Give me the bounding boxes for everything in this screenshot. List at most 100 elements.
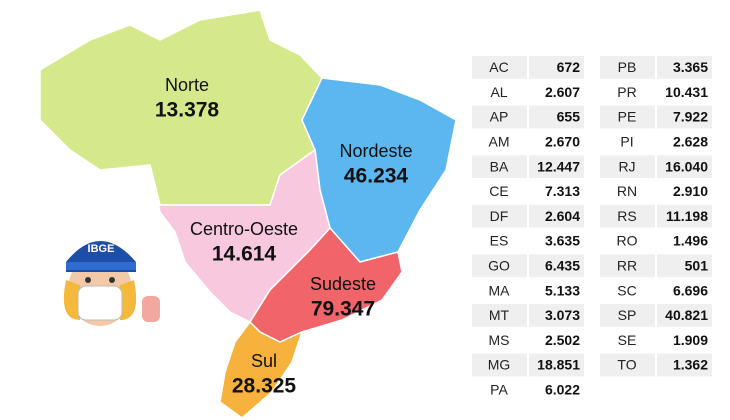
state-cell — [600, 180, 655, 203]
region-name: Sul — [251, 351, 277, 371]
value-cell — [657, 304, 712, 327]
state-cell — [472, 130, 527, 154]
state-cell — [600, 155, 655, 178]
state-code: SP — [618, 307, 637, 323]
state-code: RS — [617, 208, 636, 224]
state-cell — [472, 105, 527, 129]
value-cell — [529, 279, 584, 302]
state-cell — [600, 254, 655, 278]
state-cell — [600, 204, 655, 228]
state-code: SE — [618, 332, 637, 348]
state-cell — [472, 180, 527, 203]
state-code: TO — [617, 357, 636, 373]
region-name: Nordeste — [339, 141, 412, 161]
state-value: 18.851 — [537, 357, 580, 373]
state-code: PR — [617, 84, 636, 100]
state-cell — [600, 304, 655, 327]
value-cell — [529, 105, 584, 129]
value-cell — [657, 180, 712, 203]
value-cell — [529, 254, 584, 278]
state-code: AM — [489, 134, 510, 150]
state-code: MA — [489, 282, 511, 298]
state-value: 6.435 — [545, 258, 580, 274]
state-value: 672 — [557, 59, 581, 75]
state-value: 2.910 — [673, 183, 708, 199]
state-code: ES — [490, 233, 509, 249]
state-value: 2.607 — [545, 84, 580, 100]
value-cell — [529, 328, 584, 352]
state-value: 5.133 — [545, 282, 580, 298]
state-cell — [472, 304, 527, 327]
state-cell — [472, 328, 527, 352]
value-cell — [657, 279, 712, 302]
state-code: MT — [489, 307, 510, 323]
state-value: 2.604 — [545, 208, 580, 224]
state-cell — [472, 204, 527, 228]
state-value: 3.365 — [673, 59, 708, 75]
value-cell — [529, 378, 584, 402]
value-cell — [529, 80, 584, 104]
state-cell — [600, 353, 655, 377]
region-value: 13.378 — [155, 99, 220, 122]
state-value: 7.313 — [545, 183, 580, 199]
value-cell — [657, 353, 712, 377]
state-cell — [600, 105, 655, 129]
state-code: MS — [489, 332, 510, 348]
state-value: 2.628 — [673, 134, 708, 150]
value-cell — [657, 155, 712, 178]
region-value: 46.234 — [344, 165, 409, 188]
state-cell — [600, 328, 655, 352]
state-value: 3.073 — [545, 307, 580, 323]
state-cell — [600, 279, 655, 302]
state-cell — [472, 229, 527, 253]
state-code: PI — [620, 134, 633, 150]
state-code: DF — [490, 208, 509, 224]
state-code: AL — [490, 84, 507, 100]
state-value: 12.447 — [537, 158, 580, 174]
state-code: RR — [617, 258, 637, 274]
state-code: MG — [488, 357, 511, 373]
state-code: PB — [618, 59, 637, 75]
state-code: RO — [617, 233, 638, 249]
value-cell — [657, 80, 712, 104]
state-code: CE — [489, 183, 508, 199]
state-cell — [472, 254, 527, 278]
region-name: Sudeste — [310, 274, 376, 294]
state-value: 6.022 — [545, 382, 580, 398]
value-cell — [657, 56, 712, 79]
value-cell — [657, 130, 712, 154]
state-cell — [600, 229, 655, 253]
badge-label: IBGE — [88, 243, 115, 255]
state-cell — [472, 80, 527, 104]
value-cell — [529, 155, 584, 178]
state-value: 1.909 — [673, 332, 708, 348]
state-value: 7.922 — [673, 109, 708, 125]
state-value: 11.198 — [666, 208, 708, 224]
value-cell — [529, 130, 584, 154]
state-code: AC — [489, 59, 508, 75]
state-code: RJ — [618, 158, 635, 174]
region-value: 28.325 — [232, 375, 297, 398]
state-value: 6.696 — [673, 282, 708, 298]
state-cell — [600, 130, 655, 154]
state-cell — [472, 155, 527, 178]
state-code: SC — [617, 282, 636, 298]
map — [39, 9, 457, 419]
state-value: 10.431 — [665, 84, 708, 100]
state-value: 1.496 — [673, 233, 708, 249]
value-cell — [657, 229, 712, 253]
value-cell — [529, 229, 584, 253]
state-code: AP — [490, 109, 509, 125]
state-cell — [472, 353, 527, 377]
state-cell — [472, 279, 527, 302]
state-value: 655 — [557, 109, 581, 125]
mascot: IBGE — [63, 241, 160, 326]
value-cell — [529, 180, 584, 203]
state-value: 501 — [685, 258, 709, 274]
state-cell — [600, 80, 655, 104]
region-value: 79.347 — [311, 298, 375, 321]
value-cell — [529, 204, 584, 228]
value-cell — [657, 254, 712, 278]
value-cell — [529, 304, 584, 327]
